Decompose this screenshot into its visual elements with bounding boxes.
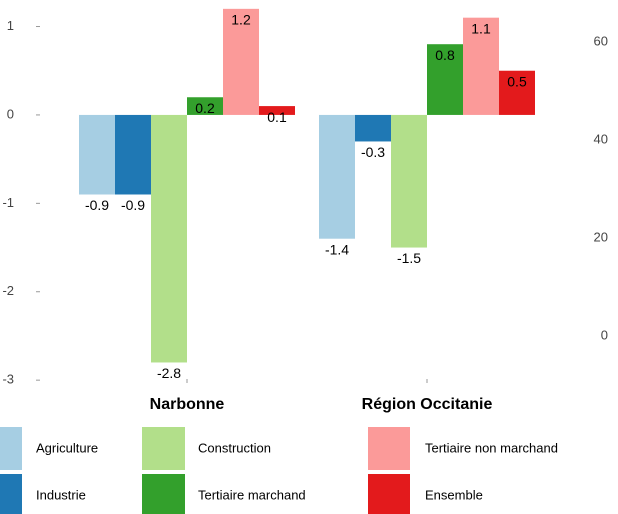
value-label: 1.1	[471, 20, 491, 36]
y-tick-label: 0	[7, 106, 14, 121]
bar	[259, 106, 295, 115]
bar	[355, 114, 391, 142]
bar	[319, 114, 355, 239]
y2-tick-label: 60	[594, 34, 608, 49]
legend-label: Agriculture	[36, 440, 98, 455]
bar	[499, 70, 535, 115]
bar	[115, 114, 151, 195]
value-label: 0.8	[435, 47, 455, 63]
bar	[391, 114, 427, 248]
value-label: -0.9	[85, 197, 109, 213]
legend-swatch	[368, 474, 410, 514]
bar	[223, 8, 259, 115]
x-tick-label: Région Occitanie	[362, 396, 493, 413]
y-tick-label: 1	[7, 18, 14, 33]
legend-swatch	[142, 427, 185, 470]
y-tick-label: -2	[2, 283, 14, 298]
y2-tick-label: 0	[601, 328, 608, 343]
bar	[187, 97, 223, 115]
legend-label: Ensemble	[425, 487, 483, 502]
legend-label: Tertiaire marchand	[198, 487, 306, 502]
bar	[79, 114, 115, 195]
legend-swatch	[142, 474, 185, 514]
value-label: -1.5	[397, 250, 421, 266]
y2-tick-label: 40	[594, 132, 608, 147]
value-label: 0.1	[267, 109, 287, 125]
x-tick-label: Narbonne	[150, 396, 225, 413]
value-label: -0.9	[121, 197, 145, 213]
y-tick-label: -3	[2, 372, 14, 387]
legend-swatch	[0, 474, 22, 514]
y-tick-label: -1	[2, 195, 14, 210]
value-label: -0.3	[361, 144, 385, 160]
bar	[151, 114, 187, 363]
value-label: 0.2	[195, 100, 215, 116]
value-label: 0.5	[507, 73, 527, 89]
legend-swatch	[0, 427, 22, 470]
legend-label: Industrie	[36, 487, 86, 502]
bar	[463, 17, 499, 115]
value-label: -1.4	[325, 241, 349, 257]
value-label: 1.2	[231, 12, 251, 28]
y2-tick-label: 20	[594, 230, 608, 245]
legend-swatch	[368, 427, 410, 470]
legend-label: Tertiaire non marchand	[425, 440, 558, 455]
legend-label: Construction	[198, 440, 271, 455]
bar	[427, 44, 463, 115]
value-label: -2.8	[157, 365, 181, 381]
